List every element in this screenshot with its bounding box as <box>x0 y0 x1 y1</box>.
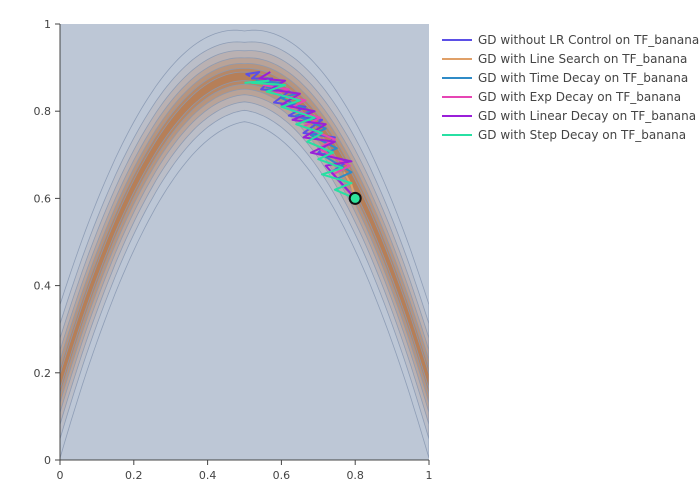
y-tick-label: 0.6 <box>34 192 52 205</box>
legend-item[interactable]: GD with Step Decay on TF_banana <box>442 128 686 142</box>
series-line[interactable] <box>258 71 356 200</box>
start-point-marker[interactable] <box>348 191 362 205</box>
x-tick-label: 1 <box>426 469 433 482</box>
y-tick-label: 0.2 <box>34 367 52 380</box>
y-tick-label: 0.8 <box>34 105 52 118</box>
series-layer[interactable] <box>244 71 357 200</box>
y-axis: 0 0.2 0.4 0.6 0.8 1 <box>34 18 61 467</box>
x-tick-label: 0.2 <box>125 469 143 482</box>
legend-item[interactable]: GD with Line Search on TF_banana <box>442 52 687 66</box>
plot-area <box>60 24 429 460</box>
contour-band <box>60 71 429 389</box>
series-line[interactable] <box>244 79 356 200</box>
legend-label: GD with Time Decay on TF_banana <box>478 71 688 85</box>
contour-band <box>60 29 429 459</box>
legend-label: GD with Step Decay on TF_banana <box>478 128 686 142</box>
x-tick-label: 0 <box>57 469 64 482</box>
contour-layer <box>60 29 429 459</box>
y-tick-label: 1 <box>44 18 51 31</box>
y-tick-label: 0 <box>44 454 51 467</box>
x-tick-label: 0.6 <box>273 469 291 482</box>
legend-label: GD without LR Control on TF_banana <box>478 33 699 47</box>
legend[interactable]: GD without LR Control on TF_banana GD wit… <box>442 33 699 142</box>
x-axis-ticks: 0 0.2 0.4 0.6 0.8 1 <box>57 460 433 482</box>
legend-item[interactable]: GD without LR Control on TF_banana <box>442 33 699 47</box>
x-tick-label: 0.8 <box>346 469 364 482</box>
legend-label: GD with Exp Decay on TF_banana <box>478 90 681 104</box>
x-axis: 0 0.2 0.4 0.6 0.8 1 <box>57 459 433 482</box>
legend-item[interactable]: GD with Time Decay on TF_banana <box>442 71 688 85</box>
contour-band <box>60 50 429 425</box>
legend-item[interactable]: GD with Exp Decay on TF_banana <box>442 90 681 104</box>
legend-label: GD with Line Search on TF_banana <box>478 52 687 66</box>
legend-label: GD with Linear Decay on TF_banana <box>478 109 696 123</box>
y-tick-label: 0.4 <box>34 280 52 293</box>
legend-item[interactable]: GD with Linear Decay on TF_banana <box>442 109 696 123</box>
y-axis-ticks: 0 0.2 0.4 0.6 0.8 1 <box>34 18 60 467</box>
x-tick-label: 0.4 <box>199 469 217 482</box>
contour-background <box>60 24 429 460</box>
